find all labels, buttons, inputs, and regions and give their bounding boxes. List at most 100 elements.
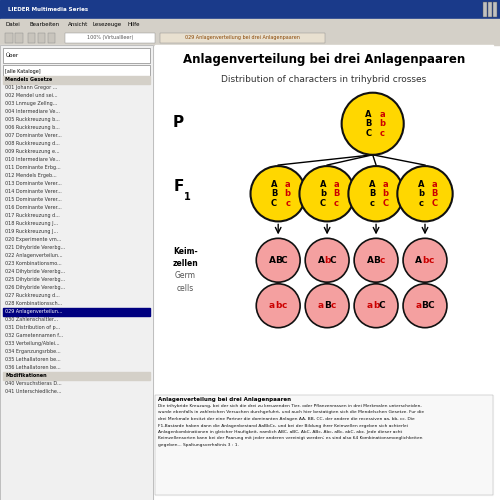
Text: b: b [320, 190, 326, 198]
Text: 009 Ruckkreuzung e...: 009 Ruckkreuzung e... [5, 149, 60, 154]
Bar [155, 45, 492, 395]
Text: Distribution of characters in trihybrid crosses: Distribution of characters in trihybrid … [221, 76, 426, 84]
Text: gegeben... Spaltungsverhaltnis 3 : 1.: gegeben... Spaltungsverhaltnis 3 : 1. [158, 443, 238, 447]
Text: B: B [271, 190, 278, 198]
Text: 030 Zahlenschaltler...: 030 Zahlenschaltler... [5, 317, 58, 322]
Text: 031 Distribution of p...: 031 Distribution of p... [5, 325, 60, 330]
Text: a: a [269, 301, 275, 310]
Bar [155, 395, 492, 495]
Text: wurde ebenfalls in zahlreichen Versuchen durchgefuhrt, und auch hier bestatigten: wurde ebenfalls in zahlreichen Versuchen… [158, 410, 424, 414]
Text: C: C [428, 301, 434, 310]
Text: A: A [271, 180, 278, 189]
Bar [0, 45, 152, 500]
Text: a: a [285, 180, 290, 189]
Text: c: c [330, 301, 336, 310]
Text: 034 Erganzungsrbbe...: 034 Erganzungsrbbe... [5, 349, 60, 354]
Text: 033 Verteilung/Ablei...: 033 Verteilung/Ablei... [5, 341, 60, 346]
Text: c: c [418, 198, 424, 207]
Text: b: b [284, 190, 290, 198]
Text: A: A [268, 256, 276, 265]
Text: 035 Lethallatoren be...: 035 Lethallatoren be... [5, 357, 60, 362]
Text: P: P [173, 114, 184, 130]
Text: 027 Ruckkreuzung d...: 027 Ruckkreuzung d... [5, 293, 60, 298]
Text: Lesezeuge: Lesezeuge [92, 22, 122, 27]
Bar [38, 32, 45, 42]
Bar [160, 32, 325, 42]
Text: Die trihybride Kreuzung, bei der sich die drei zu kreuzenden Tier- oder Pflanzen: Die trihybride Kreuzung, bei der sich di… [158, 404, 421, 408]
Bar [65, 32, 155, 42]
Text: c: c [380, 256, 385, 265]
Text: 017 Ruckkreuzung d...: 017 Ruckkreuzung d... [5, 213, 60, 218]
Circle shape [305, 238, 349, 282]
Text: b: b [373, 301, 380, 310]
Circle shape [348, 166, 404, 222]
Text: A: A [418, 180, 424, 189]
Text: Mendels Gesetze: Mendels Gesetze [5, 77, 52, 82]
Text: C: C [382, 198, 388, 207]
Circle shape [398, 166, 452, 222]
Text: Germ: Germ [175, 272, 196, 280]
Text: F: F [174, 180, 184, 194]
Text: B: B [275, 256, 281, 265]
Text: b: b [275, 301, 281, 310]
Text: b: b [418, 190, 424, 198]
Bar [0, 45, 152, 500]
Text: C: C [281, 256, 287, 265]
Text: Keimzellensorten kann bei der Paarung mit jeder anderen vereinigt werden; es sin: Keimzellensorten kann bei der Paarung mi… [158, 436, 422, 440]
Text: a: a [432, 180, 438, 189]
Text: a: a [367, 301, 373, 310]
Bar [48, 32, 55, 42]
Text: 003 Lnmuge Zellng...: 003 Lnmuge Zellng... [5, 101, 57, 106]
Text: Hilfe: Hilfe [128, 22, 140, 27]
Bar [15, 32, 22, 42]
Text: 020 Experimente vm...: 020 Experimente vm... [5, 237, 61, 242]
Text: 001 Johann Gregor ...: 001 Johann Gregor ... [5, 85, 57, 90]
Bar [2, 76, 150, 84]
Text: B: B [369, 190, 375, 198]
Text: a: a [318, 301, 324, 310]
Text: 018 Ruckkreuzung J...: 018 Ruckkreuzung J... [5, 221, 58, 226]
Text: C: C [432, 198, 438, 207]
Text: B: B [366, 119, 372, 128]
Text: a: a [416, 301, 422, 310]
Text: b: b [422, 256, 428, 265]
Text: 100% (Virtuallleer): 100% (Virtuallleer) [87, 35, 133, 40]
Text: c: c [282, 301, 287, 310]
Text: Anlagenverteilung bei drei Anlagenpaaren: Anlagenverteilung bei drei Anlagenpaaren [182, 52, 465, 66]
Text: C: C [366, 128, 372, 138]
Circle shape [342, 92, 404, 155]
Text: c: c [334, 198, 339, 207]
Text: F1-Bastarde haben dann die Anlagenbestand AaBbCc, und bei der Bildung ihrer Keim: F1-Bastarde haben dann die Anlagenbestan… [158, 424, 408, 428]
Text: 007 Dominante Verer...: 007 Dominante Verer... [5, 133, 62, 138]
Text: B: B [372, 256, 380, 265]
Text: b: b [379, 119, 385, 128]
Text: 040 Versuchstieras D...: 040 Versuchstieras D... [5, 381, 62, 386]
Text: 012 Mendels Ergeb...: 012 Mendels Ergeb... [5, 173, 57, 178]
Text: 032 Gametennamen f...: 032 Gametennamen f... [5, 333, 63, 338]
Text: c: c [285, 198, 290, 207]
Text: 022 Anlagenverteilun...: 022 Anlagenverteilun... [5, 253, 62, 258]
Text: Über: Über [5, 52, 18, 58]
Circle shape [256, 284, 300, 328]
Text: 002 Mendel und sei...: 002 Mendel und sei... [5, 93, 58, 98]
Text: 014 Dominante Verer...: 014 Dominante Verer... [5, 189, 62, 194]
Text: LIEDER Multimedia Series: LIEDER Multimedia Series [8, 7, 87, 12]
Bar [28, 32, 35, 42]
Text: c: c [370, 198, 374, 207]
Text: A: A [366, 110, 372, 119]
Text: C: C [320, 198, 326, 207]
Text: 024 Dihybride Vererbg...: 024 Dihybride Vererbg... [5, 269, 65, 274]
Text: 029 Anlagenverteilun...: 029 Anlagenverteilun... [5, 309, 62, 314]
Text: zellen: zellen [172, 260, 198, 268]
Bar [2, 65, 150, 78]
Text: 010 Intermediare Ve...: 010 Intermediare Ve... [5, 157, 60, 162]
Circle shape [305, 284, 349, 328]
Bar [492, 2, 497, 16]
Text: 036 Lethallatoren be...: 036 Lethallatoren be... [5, 365, 60, 370]
Text: 015 Dominante Verer...: 015 Dominante Verer... [5, 197, 62, 202]
Bar [5, 32, 12, 42]
Text: A: A [366, 256, 374, 265]
Text: A: A [320, 180, 326, 189]
Bar [2, 308, 150, 316]
Bar [488, 2, 492, 16]
